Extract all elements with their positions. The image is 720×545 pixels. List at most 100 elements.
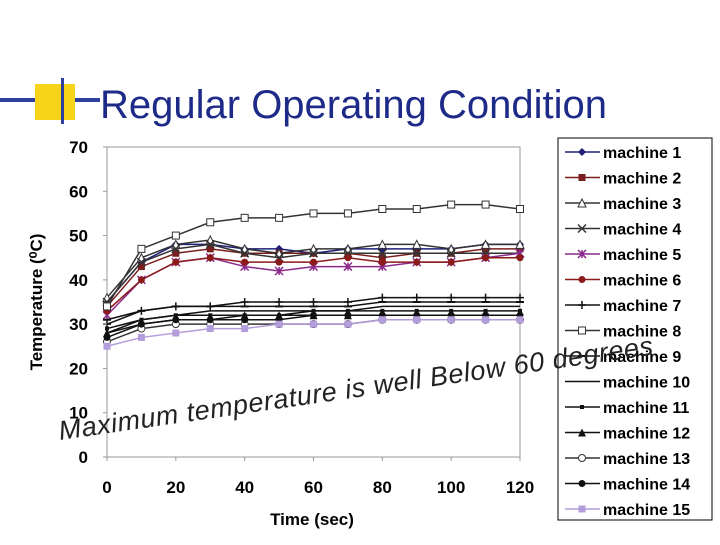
- marker: [578, 454, 586, 462]
- marker: [240, 213, 249, 222]
- marker: [343, 262, 353, 272]
- marker: [518, 308, 522, 313]
- legend-label: machine 13: [603, 451, 690, 468]
- marker: [275, 298, 284, 306]
- marker: [103, 333, 111, 341]
- marker: [241, 325, 249, 333]
- marker: [446, 248, 456, 258]
- y-tick-label: 50: [69, 227, 88, 246]
- marker: [480, 239, 491, 249]
- legend-label: machine 6: [603, 273, 681, 290]
- marker: [412, 205, 421, 213]
- legend-label: machine 14: [603, 477, 690, 494]
- x-axis-label: Time (sec): [270, 510, 354, 529]
- marker: [577, 249, 587, 259]
- marker: [240, 248, 250, 258]
- marker: [137, 320, 145, 328]
- marker: [482, 316, 490, 324]
- marker: [103, 302, 111, 311]
- marker: [411, 239, 422, 249]
- marker: [137, 333, 145, 341]
- marker: [275, 213, 284, 222]
- x-tick-label: 100: [437, 478, 465, 497]
- legend-label: machine 2: [603, 171, 681, 188]
- marker: [343, 298, 352, 306]
- marker: [344, 311, 352, 319]
- marker: [481, 293, 490, 302]
- marker: [105, 326, 109, 331]
- plot: [102, 200, 525, 350]
- marker: [136, 257, 146, 267]
- marker: [447, 316, 455, 324]
- legend-label: machine 4: [603, 222, 681, 239]
- y-tick-label: 70: [69, 138, 88, 157]
- marker: [447, 293, 456, 302]
- marker: [275, 258, 283, 266]
- marker: [577, 223, 587, 234]
- marker: [578, 301, 586, 309]
- marker: [103, 342, 111, 350]
- y-tick-label: 30: [69, 315, 88, 334]
- marker: [343, 209, 352, 218]
- marker: [171, 231, 180, 240]
- marker: [578, 505, 586, 513]
- marker: [412, 248, 422, 258]
- marker: [578, 428, 586, 437]
- marker: [378, 258, 386, 266]
- marker: [206, 218, 215, 227]
- decor-bar: [61, 78, 64, 124]
- legend-label: machine 1: [603, 145, 681, 162]
- marker: [310, 311, 317, 319]
- legend-label: machine 11: [603, 400, 689, 417]
- marker: [378, 316, 386, 324]
- marker: [377, 248, 387, 258]
- marker: [206, 245, 214, 253]
- x-tick-label: 60: [304, 478, 323, 497]
- marker: [578, 148, 586, 156]
- marker: [378, 293, 387, 302]
- legend-label: machine 12: [603, 426, 690, 443]
- marker: [412, 293, 421, 302]
- y-tick-label: 20: [69, 359, 88, 378]
- marker: [311, 308, 316, 313]
- legend-label: machine 7: [603, 298, 681, 315]
- marker: [137, 276, 145, 284]
- marker: [172, 316, 180, 324]
- legend-entries: machine 1 machine 2 machine 3 machine 4 mach…: [565, 145, 690, 519]
- marker: [275, 320, 283, 328]
- marker: [172, 329, 180, 337]
- legend-label: machine 10: [603, 375, 690, 392]
- marker: [578, 174, 586, 181]
- marker: [172, 249, 180, 257]
- marker: [447, 200, 456, 209]
- y-tick-label: 0: [79, 448, 88, 467]
- marker: [577, 197, 587, 208]
- marker: [481, 200, 490, 209]
- x-tick-label: 40: [235, 478, 254, 497]
- marker: [206, 325, 214, 333]
- marker: [378, 254, 386, 262]
- legend-label: machine 5: [603, 247, 681, 264]
- marker: [310, 258, 317, 266]
- marker: [516, 316, 524, 324]
- marker: [309, 298, 318, 306]
- marker: [206, 316, 214, 324]
- marker: [377, 239, 388, 249]
- marker: [378, 205, 387, 213]
- marker: [482, 254, 490, 262]
- marker: [274, 266, 284, 276]
- marker: [516, 254, 524, 262]
- x-tick-label: 80: [373, 478, 392, 497]
- marker: [171, 244, 181, 254]
- y-tick-label: 10: [69, 404, 88, 423]
- marker: [172, 258, 180, 266]
- marker: [344, 254, 352, 262]
- marker: [309, 209, 318, 218]
- marker: [205, 239, 215, 249]
- marker: [447, 258, 455, 266]
- marker: [516, 205, 524, 213]
- marker: [310, 320, 317, 328]
- marker: [515, 239, 525, 249]
- y-tick-label: 60: [69, 182, 88, 201]
- marker: [208, 313, 213, 318]
